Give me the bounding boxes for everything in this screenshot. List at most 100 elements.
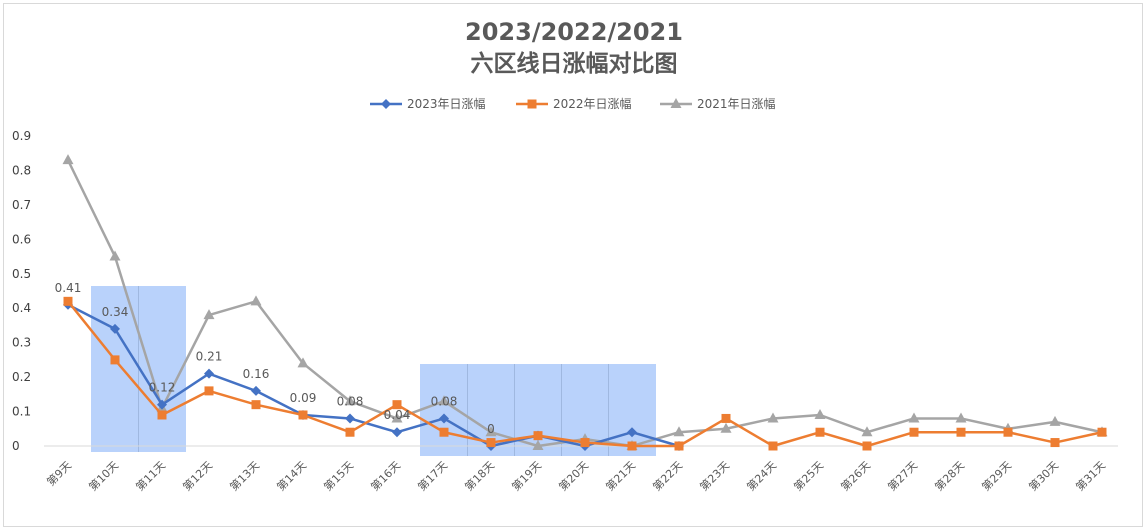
- data-label: 0.16: [243, 367, 270, 381]
- x-tick-label: 第22天: [650, 458, 685, 493]
- data-point: [297, 357, 309, 368]
- x-tick-label: 第24天: [744, 458, 779, 493]
- y-tick-label: 0.7: [12, 198, 31, 212]
- x-tick-label: 第11天: [133, 458, 168, 493]
- y-axis: 0 0.1 0.2 0.3 0.4 0.5 0.6 0.7 0.8 0.9: [12, 129, 31, 453]
- data-point: [815, 427, 825, 437]
- data-label: 0.12: [149, 381, 176, 395]
- data-label: 0.08: [337, 394, 364, 408]
- x-tick-label: 第17天: [415, 458, 450, 493]
- x-tick-label: 第10天: [86, 458, 121, 493]
- y-tick-label: 0.5: [12, 267, 31, 281]
- x-tick-label: 第26天: [838, 458, 873, 493]
- y-tick-label: 0.2: [12, 370, 31, 384]
- legend-label: 2022年日涨幅: [553, 96, 632, 111]
- data-point: [381, 99, 391, 109]
- y-tick-label: 0: [12, 439, 20, 453]
- data-point: [157, 399, 167, 410]
- x-tick-label: 第23天: [697, 458, 732, 493]
- data-point: [527, 99, 537, 109]
- y-tick-label: 0.4: [12, 301, 31, 315]
- data-point: [438, 395, 450, 406]
- y-tick-label: 0.8: [12, 163, 31, 177]
- x-tick-label: 第29天: [979, 458, 1014, 493]
- data-label: 0.21: [196, 350, 223, 364]
- data-point: [720, 422, 732, 433]
- legend: 2023年日涨幅 2022年日涨幅 2021年日涨幅: [370, 96, 776, 111]
- data-point: [627, 427, 637, 438]
- series-1: [63, 296, 1107, 451]
- x-tick-label: 第18天: [462, 458, 497, 493]
- data-label: 0.09: [290, 391, 317, 405]
- x-tick-label: 第25天: [791, 458, 826, 493]
- data-point: [674, 441, 684, 451]
- y-tick-label: 0.9: [12, 129, 31, 143]
- data-point: [109, 250, 121, 261]
- data-point: [392, 427, 402, 438]
- series-layer: [62, 154, 1108, 451]
- data-point: [956, 427, 966, 437]
- x-tick-label: 第14天: [274, 458, 309, 493]
- x-tick-label: 第13天: [227, 458, 262, 493]
- y-tick-label: 0.6: [12, 232, 31, 246]
- data-point: [110, 355, 120, 365]
- data-point: [486, 438, 496, 448]
- data-point: [203, 309, 215, 320]
- series-line: [67, 303, 680, 448]
- data-point: [814, 409, 826, 419]
- data-point: [251, 400, 261, 410]
- y-tick-label: 0.1: [12, 405, 31, 419]
- data-point: [204, 368, 214, 379]
- data-point: [344, 395, 356, 406]
- data-point: [1050, 438, 1060, 448]
- data-point: [250, 295, 262, 306]
- data-point: [909, 427, 919, 437]
- data-point: [908, 412, 920, 423]
- legend-label: 2023年日涨幅: [407, 96, 486, 111]
- x-tick-label: 第21天: [603, 458, 638, 493]
- data-point: [721, 413, 731, 423]
- y-tick-label: 0.3: [12, 336, 31, 350]
- data-point: [670, 98, 682, 108]
- data-point: [862, 441, 872, 451]
- x-tick-label: 第16天: [368, 458, 403, 493]
- data-point: [392, 400, 402, 410]
- data-point: [345, 413, 355, 424]
- x-tick-label: 第31天: [1073, 458, 1108, 493]
- highlight-layer: [91, 286, 656, 456]
- data-label: 0.41: [55, 281, 82, 295]
- x-tick-label: 第19天: [509, 458, 544, 493]
- data-point: [63, 296, 73, 306]
- x-tick-label: 第27天: [885, 458, 920, 493]
- data-point: [485, 426, 497, 437]
- data-point: [1049, 415, 1061, 426]
- chart-title: 2023/2022/2021: [465, 18, 683, 46]
- data-point: [391, 412, 403, 423]
- data-point: [767, 412, 779, 423]
- data-point: [251, 385, 261, 396]
- data-point: [1097, 427, 1107, 437]
- data-point: [627, 441, 637, 451]
- x-tick-label: 第9天: [44, 458, 74, 488]
- data-point: [532, 440, 544, 450]
- x-axis: 第9天 第10天 第11天 第12天 第13天 第14天 第15天 第16天 第17天 第18天第…: [44, 458, 1108, 493]
- x-tick-label: 第20天: [556, 458, 591, 493]
- data-point: [861, 426, 873, 437]
- chart-subtitle: 六区线日涨幅对比图: [471, 50, 678, 77]
- data-label: 0.34: [102, 305, 129, 319]
- data-label: 0.08: [431, 394, 458, 408]
- data-point: [955, 412, 967, 423]
- data-point: [204, 386, 214, 396]
- data-point: [439, 413, 449, 424]
- data-point: [533, 431, 543, 441]
- data-labels: 0.41 0.34 0.12 0.21 0.16 0.09 0.08 0.04 0.08 0: [55, 281, 495, 436]
- x-tick-label: 第12天: [180, 458, 215, 493]
- data-point: [298, 410, 308, 420]
- legend-label: 2021年日涨幅: [697, 96, 776, 111]
- data-label: 0: [487, 422, 495, 436]
- data-point: [768, 441, 778, 451]
- x-tick-label: 第28天: [932, 458, 967, 493]
- data-point: [157, 410, 167, 420]
- data-point: [62, 154, 74, 165]
